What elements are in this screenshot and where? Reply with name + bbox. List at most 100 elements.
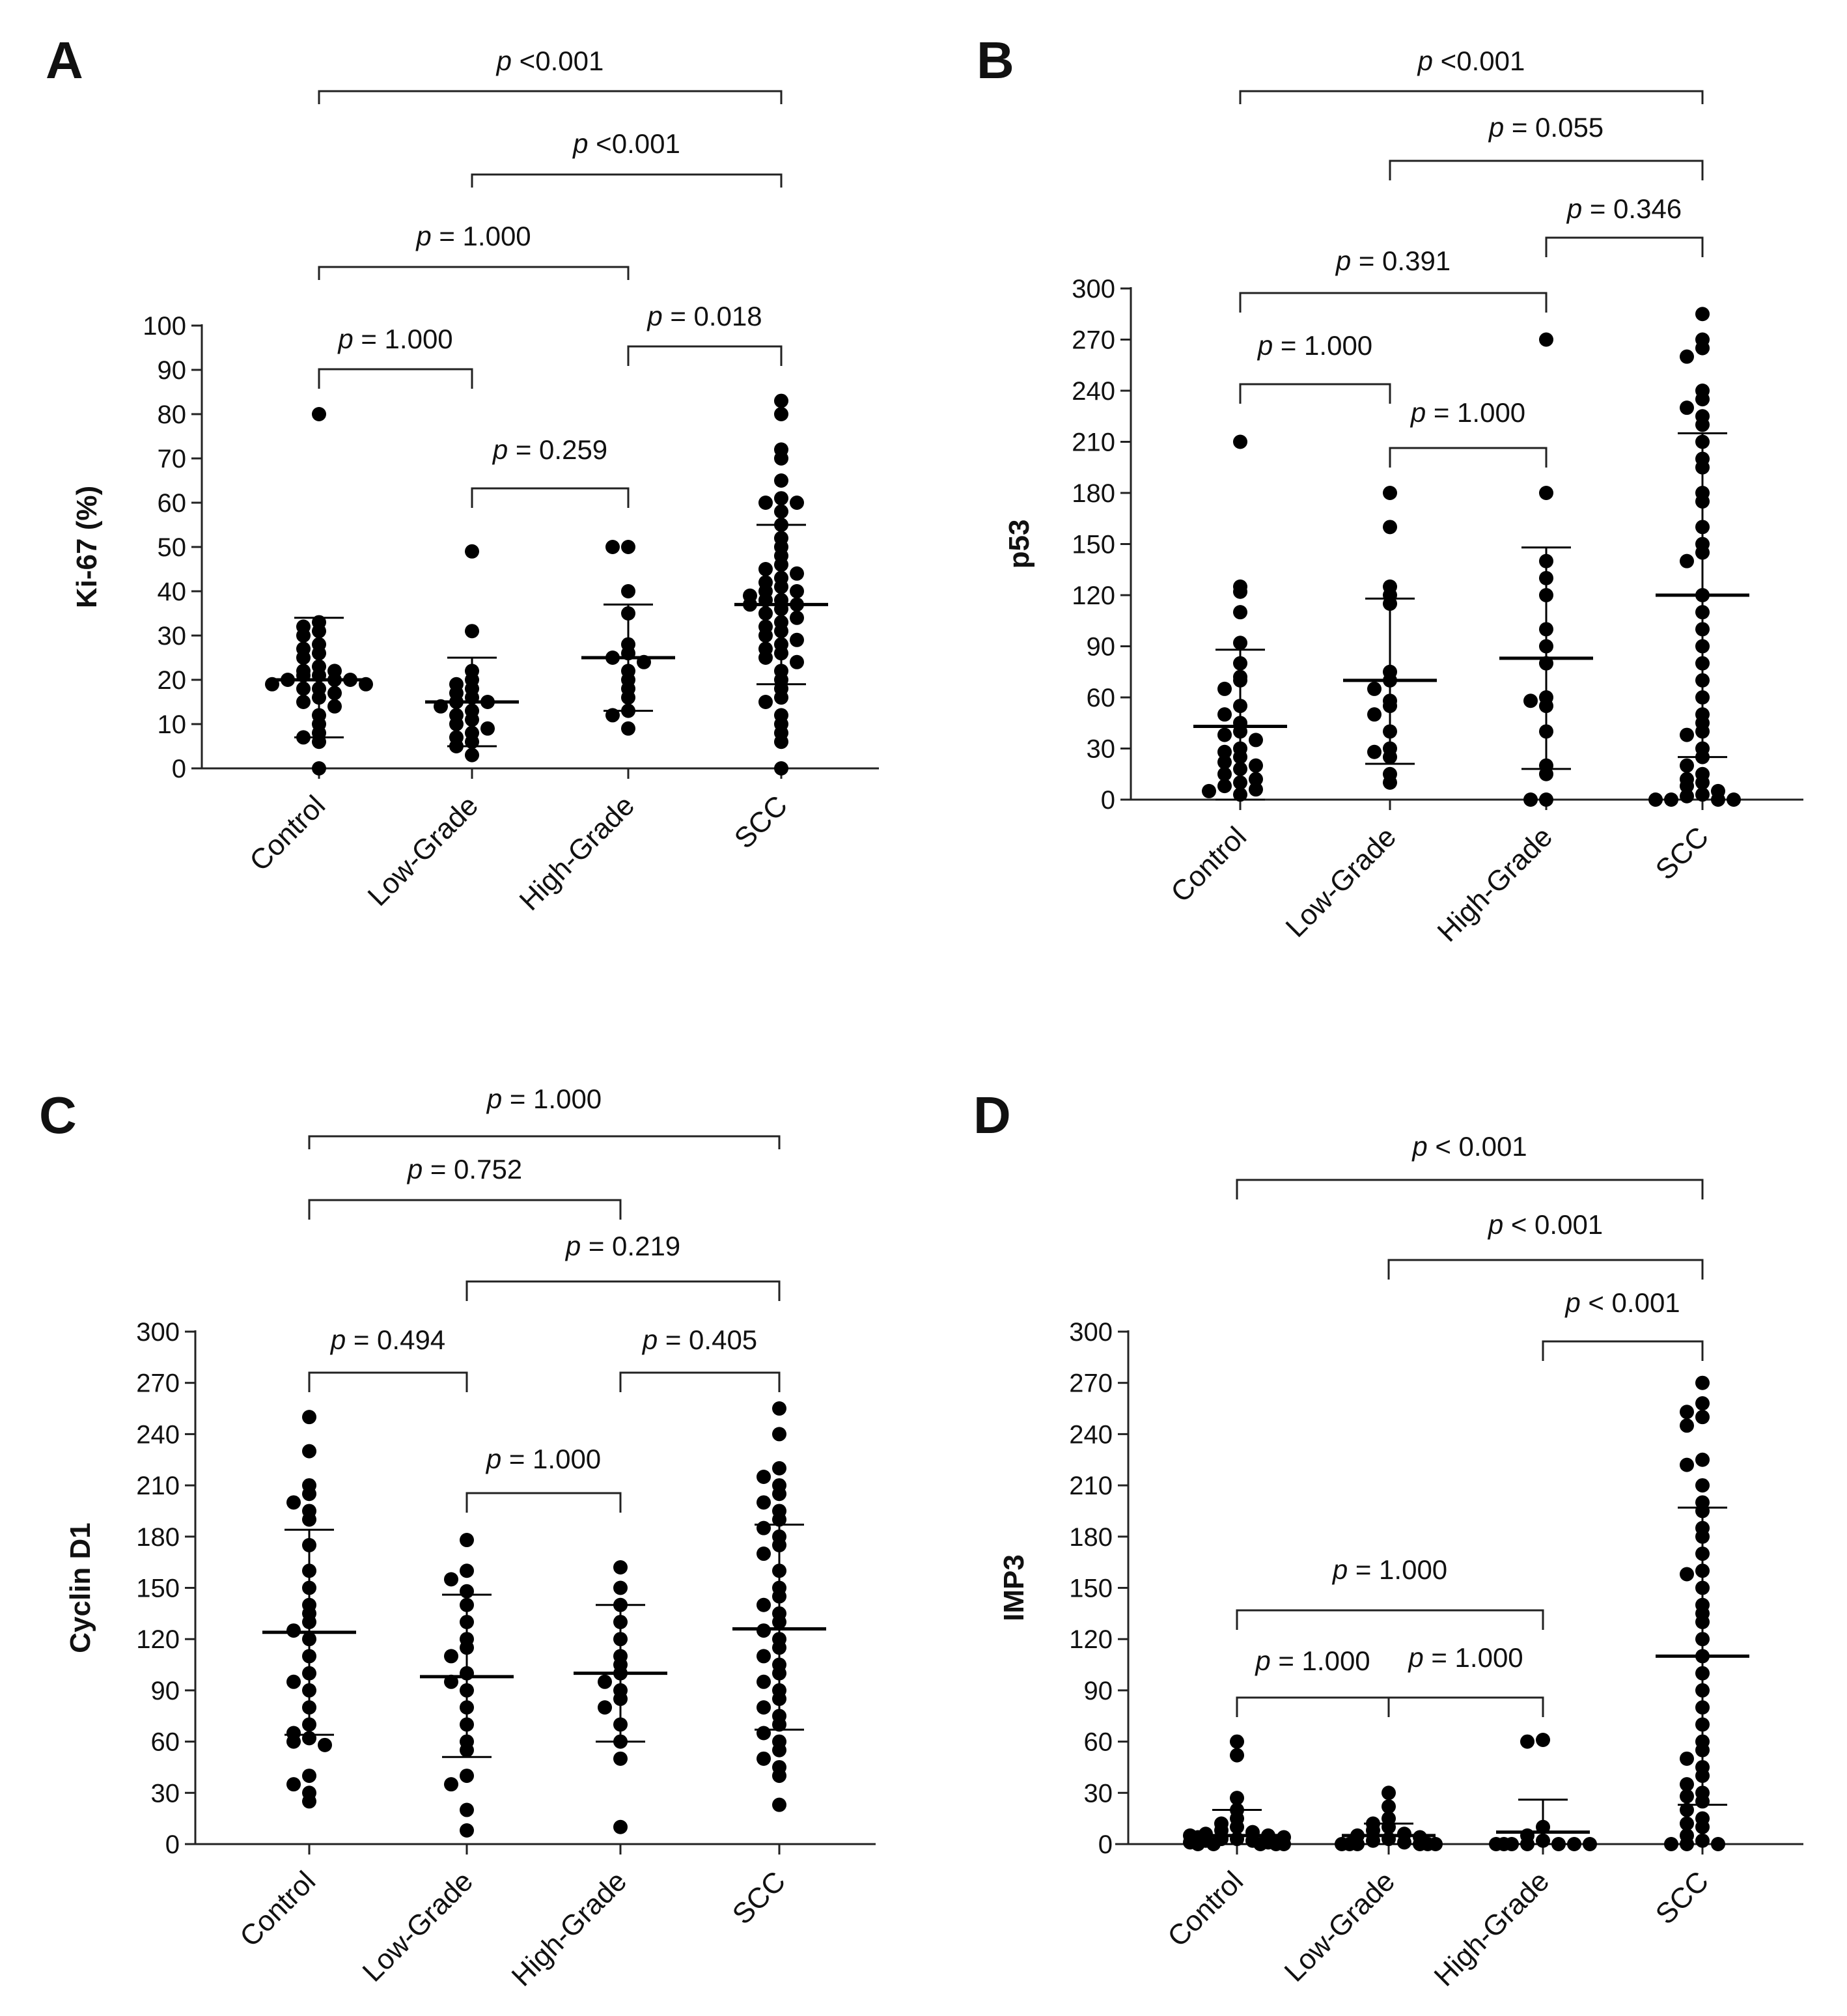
data-point [1695, 341, 1710, 356]
data-point [327, 699, 342, 714]
data-point [302, 1794, 316, 1809]
y-tick-label: 120 [136, 1625, 180, 1654]
panel-letter: A [46, 31, 83, 89]
data-point [286, 1734, 301, 1749]
data-point [1680, 1457, 1694, 1472]
data-point [296, 651, 311, 665]
data-point [1695, 1478, 1710, 1493]
comparison-bracket [1239, 292, 1548, 313]
data-point [757, 1469, 771, 1484]
data-point [1397, 1835, 1411, 1850]
data-point [444, 1777, 458, 1792]
data-point [1520, 1734, 1535, 1749]
comparison-bracket [1389, 160, 1704, 180]
data-point [302, 1410, 316, 1425]
comparison-bracket [619, 1371, 781, 1392]
comparison-bracket [1387, 1259, 1704, 1280]
panel-letter: B [977, 31, 1014, 89]
data-point [774, 407, 788, 421]
data-point [327, 686, 342, 701]
data-point [774, 735, 788, 749]
data-point [1217, 727, 1232, 742]
comparison-bracket [308, 1199, 622, 1220]
data-point [1233, 636, 1247, 651]
data-point [1695, 1375, 1710, 1390]
data-point [1233, 434, 1247, 449]
data-point [772, 1461, 786, 1476]
y-tick-label: 180 [1072, 479, 1115, 508]
y-tick-label: 90 [151, 1677, 180, 1705]
y-tick-label: 210 [1072, 428, 1115, 457]
data-point [312, 407, 326, 421]
data-point [1217, 779, 1232, 794]
p-value-label: p = 1.000 [1410, 397, 1525, 428]
data-point [774, 451, 788, 466]
y-tick-label: 300 [136, 1318, 180, 1347]
x-tick-label: Control [1161, 1865, 1249, 1953]
data-point [774, 393, 788, 408]
data-point [1382, 1799, 1396, 1814]
data-point [1680, 553, 1694, 568]
data-point [1367, 681, 1382, 696]
x-tick-label: Low-Grade [357, 1865, 480, 1988]
data-point [1695, 307, 1710, 322]
data-point [465, 624, 479, 639]
comparison-bracket [308, 1371, 468, 1392]
data-point [621, 540, 635, 554]
data-point [1695, 1396, 1710, 1411]
data-point [1421, 1837, 1435, 1851]
y-tick-label: 150 [1072, 531, 1115, 559]
data-point [1367, 707, 1382, 722]
p-value-label: p = 1.000 [337, 324, 452, 354]
y-tick-label: 40 [158, 578, 187, 606]
p-value-label: p = 0.055 [1488, 112, 1604, 143]
data-point [1536, 1732, 1550, 1747]
x-tick-label: High-Grade [514, 789, 641, 916]
y-tick-label: 180 [1069, 1523, 1113, 1552]
data-point [757, 1547, 771, 1561]
data-point [757, 1700, 771, 1715]
panel-letter: D [973, 1086, 1011, 1144]
data-point [286, 1674, 301, 1689]
x-tick-label: High-Grade [1432, 820, 1559, 947]
data-point [757, 1495, 771, 1510]
x-tick-label: Low-Grade [1279, 1865, 1402, 1988]
x-tick-label: Low-Grade [1280, 820, 1403, 944]
data-point [1695, 417, 1710, 432]
comparison-bracket [1236, 1696, 1390, 1717]
data-point [1249, 733, 1263, 748]
y-tick-label: 270 [136, 1369, 180, 1398]
p-value-label: p = 1.000 [1331, 1554, 1447, 1585]
data-point [790, 496, 804, 510]
data-point [444, 1572, 458, 1587]
y-tick-label: 270 [1072, 326, 1115, 355]
p-value-label: p < 0.001 [1411, 1131, 1527, 1162]
y-tick-label: 120 [1069, 1625, 1113, 1654]
data-point [758, 695, 773, 709]
data-point [1695, 1452, 1710, 1467]
x-tick-label: High-Grade [506, 1865, 633, 1992]
data-point [1202, 783, 1216, 798]
comparison-bracket [465, 1280, 781, 1301]
y-tick-label: 240 [1069, 1420, 1113, 1449]
y-tick-label: 210 [136, 1472, 180, 1500]
p-value-label: p = 0.405 [641, 1324, 757, 1355]
data-point [598, 1674, 612, 1689]
data-point [774, 491, 788, 506]
y-tick-label: 0 [165, 1830, 180, 1859]
x-tick-label: SCC [727, 1865, 792, 1930]
data-point [774, 690, 788, 705]
y-tick-label: 70 [158, 445, 187, 473]
y-tick-label: 150 [1069, 1575, 1113, 1603]
data-point [1727, 792, 1741, 807]
comparison-bracket [308, 1135, 781, 1149]
data-point [1680, 1837, 1694, 1851]
data-point [621, 584, 635, 598]
y-tick-label: 50 [158, 533, 187, 562]
data-point [1680, 1777, 1694, 1792]
data-point [774, 504, 788, 519]
data-point [774, 473, 788, 488]
comparison-bracket [627, 345, 783, 366]
data-point [790, 566, 804, 581]
p-value-label: p = 1.000 [1257, 330, 1372, 361]
